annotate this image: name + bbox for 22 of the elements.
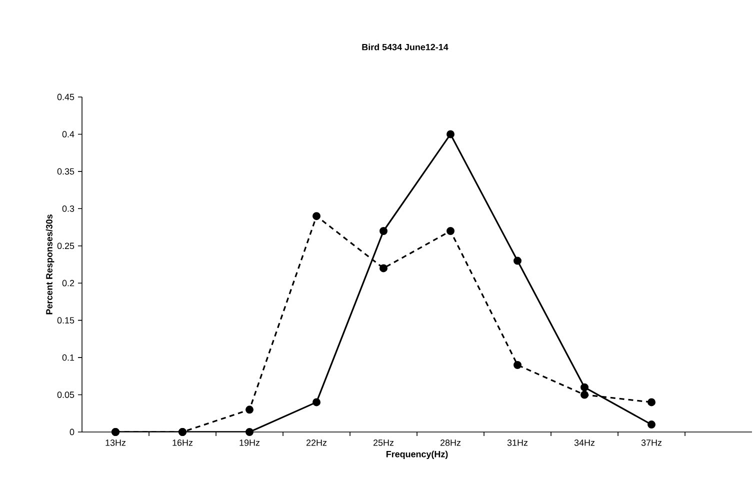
x-tick-label: 37Hz: [641, 440, 662, 446]
x-tick-label: 25Hz: [374, 440, 394, 446]
x-tick-label: 28Hz: [440, 440, 461, 446]
x-tick-label: 13Hz: [106, 440, 126, 446]
y-tick-label: 0.2: [62, 280, 74, 286]
x-axis-title: Frequency(Hz): [386, 450, 448, 460]
y-tick-label: 0.1: [62, 354, 74, 361]
x-tick-label: 22Hz: [306, 440, 327, 446]
chart-title: Bird 5434 June12-14: [362, 44, 448, 50]
y-tick-label: 0.15: [57, 317, 74, 324]
x-tick-label: 16Hz: [172, 440, 193, 446]
y-axis-title: Percent Responses/30s: [46, 214, 54, 314]
y-tick-label: 0.25: [57, 242, 74, 250]
y-tick-label: 0.35: [57, 168, 74, 175]
y-tick-label: 0.3: [62, 205, 74, 212]
y-tick-label: 0.4: [62, 131, 74, 138]
x-tick-label: 31Hz: [507, 440, 528, 446]
y-tick-label: 0: [70, 428, 74, 436]
y-tick-label: 0.05: [57, 392, 74, 398]
x-tick-label: 34Hz: [574, 440, 595, 446]
y-tick-label: 0.45: [57, 94, 74, 100]
x-tick-label: 19Hz: [240, 440, 260, 446]
